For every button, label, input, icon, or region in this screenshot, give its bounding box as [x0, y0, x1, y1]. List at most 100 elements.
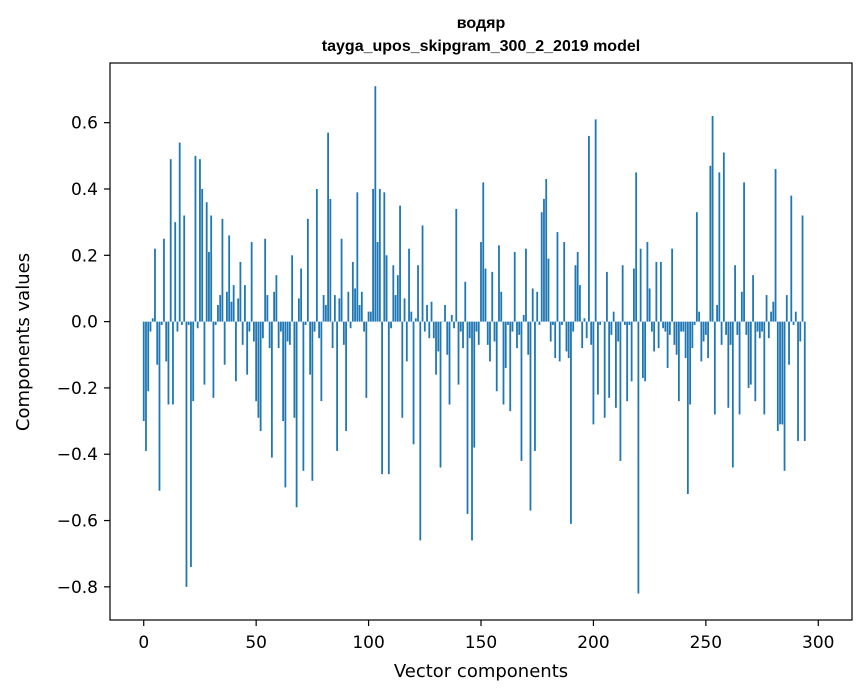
bar [565, 321, 568, 352]
bar [711, 116, 714, 322]
bar [583, 318, 586, 322]
bar [459, 321, 462, 332]
bar [471, 321, 473, 541]
bar [241, 321, 244, 345]
bar [720, 321, 723, 345]
bar [333, 295, 336, 322]
bar [192, 321, 195, 402]
bar [149, 321, 152, 332]
bar [713, 321, 716, 415]
bar [561, 321, 563, 325]
bar [284, 321, 287, 488]
bar [437, 321, 440, 352]
bar [462, 321, 464, 349]
bar [624, 321, 626, 325]
bar [342, 321, 345, 345]
bar [322, 295, 325, 322]
y-axis-label: Components values [13, 253, 34, 431]
bar [205, 202, 208, 322]
bar [167, 321, 170, 405]
bar [556, 232, 559, 322]
bar [772, 301, 775, 322]
bar [432, 321, 435, 339]
bar [147, 321, 150, 392]
bar [340, 238, 343, 322]
bar [653, 321, 656, 352]
bar [246, 321, 249, 375]
bar [716, 305, 718, 322]
bar [174, 222, 177, 322]
y-axis-ticks: −0.8 −0.6 −0.4 −0.2 0.0 0.2 0.4 0.6 [57, 114, 110, 598]
bar [291, 255, 294, 322]
bar [756, 321, 759, 332]
bar [297, 298, 300, 322]
bar [196, 321, 199, 329]
bar [444, 305, 446, 322]
bar [448, 321, 451, 405]
bar [253, 321, 255, 342]
bar [736, 321, 739, 335]
bar [549, 321, 552, 342]
bar [493, 321, 496, 342]
bar [731, 321, 734, 468]
bar [662, 321, 665, 329]
bar [190, 321, 192, 567]
bar [725, 321, 727, 335]
bar [208, 251, 210, 322]
bar [743, 182, 745, 322]
bar [187, 321, 190, 325]
bar [754, 321, 757, 402]
bar [597, 321, 599, 395]
bar [262, 321, 264, 339]
bar [700, 321, 703, 362]
bar [381, 321, 383, 475]
bar [664, 321, 667, 332]
bar [293, 321, 296, 418]
bar [531, 288, 534, 322]
bar [590, 321, 593, 345]
bar [480, 242, 482, 322]
y-tick-label: −0.6 [57, 512, 98, 532]
bar [581, 321, 584, 349]
bar [779, 321, 781, 425]
x-tick-label: 0 [138, 633, 149, 653]
bar [637, 321, 640, 594]
bar [641, 321, 644, 378]
bar [585, 321, 588, 339]
bar [513, 251, 516, 322]
bar [617, 321, 620, 342]
bar [311, 321, 314, 481]
x-tick-label: 100 [352, 633, 384, 653]
bar [169, 159, 172, 322]
bar [273, 291, 276, 322]
bar [628, 321, 631, 325]
bar [619, 321, 622, 461]
bar [194, 155, 197, 322]
bar [783, 321, 786, 471]
bar [749, 321, 752, 385]
bar [423, 321, 426, 332]
bar [797, 321, 799, 441]
bar [529, 321, 532, 511]
bar [223, 321, 226, 365]
bar [266, 295, 269, 322]
bar [464, 281, 467, 322]
bar [363, 321, 365, 332]
bar [540, 212, 543, 322]
bar [527, 321, 530, 355]
bar [378, 188, 381, 322]
bar [410, 311, 413, 322]
bar [414, 318, 417, 322]
bar [430, 301, 433, 322]
bar [286, 321, 289, 342]
bar [439, 321, 442, 468]
bar [603, 321, 606, 418]
bar [588, 135, 590, 322]
bar [446, 321, 449, 355]
bar [752, 275, 754, 322]
bar [738, 321, 741, 415]
bar [554, 321, 557, 359]
bar [633, 268, 635, 322]
bar [239, 261, 242, 322]
bar [572, 321, 575, 332]
